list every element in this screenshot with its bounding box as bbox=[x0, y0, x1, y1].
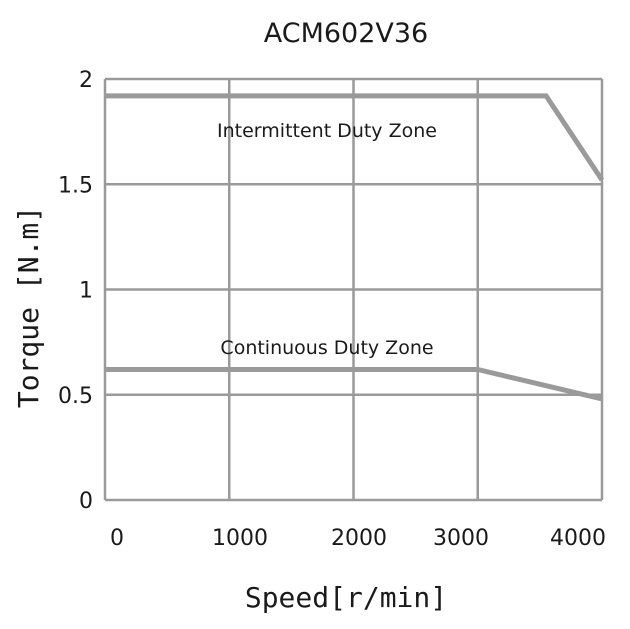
tick-labels: 0 1000 2000 3000 4000 0 0.5 1 1.5 2 bbox=[58, 68, 606, 551]
zone-label-intermittent: Intermittent Duty Zone bbox=[217, 120, 437, 142]
x-tick-label: 3000 bbox=[433, 526, 489, 551]
x-axis-label: Speed[r/min] bbox=[245, 581, 447, 614]
y-tick-label: 2 bbox=[79, 68, 93, 93]
grid bbox=[103, 77, 604, 502]
y-axis-label: Torque [N.m] bbox=[12, 206, 45, 408]
x-tick-label: 4000 bbox=[550, 526, 606, 551]
y-tick-label: 0 bbox=[79, 489, 93, 514]
zone-label-continuous: Continuous Duty Zone bbox=[220, 337, 433, 359]
series-lines bbox=[105, 93, 605, 402]
zone-labels: Intermittent Duty Zone Continuous Duty Zo… bbox=[217, 120, 437, 359]
series-line-intermittent bbox=[105, 93, 605, 182]
x-tick-label: 2000 bbox=[331, 526, 387, 551]
x-tick-label: 1000 bbox=[212, 526, 268, 551]
chart-title: ACM602V36 bbox=[264, 18, 429, 49]
y-tick-label: 1 bbox=[79, 279, 93, 304]
x-tick-label: 0 bbox=[110, 526, 124, 551]
y-tick-label: 0.5 bbox=[58, 384, 93, 409]
y-tick-label: 1.5 bbox=[58, 173, 93, 198]
series-line-continuous bbox=[105, 366, 603, 402]
